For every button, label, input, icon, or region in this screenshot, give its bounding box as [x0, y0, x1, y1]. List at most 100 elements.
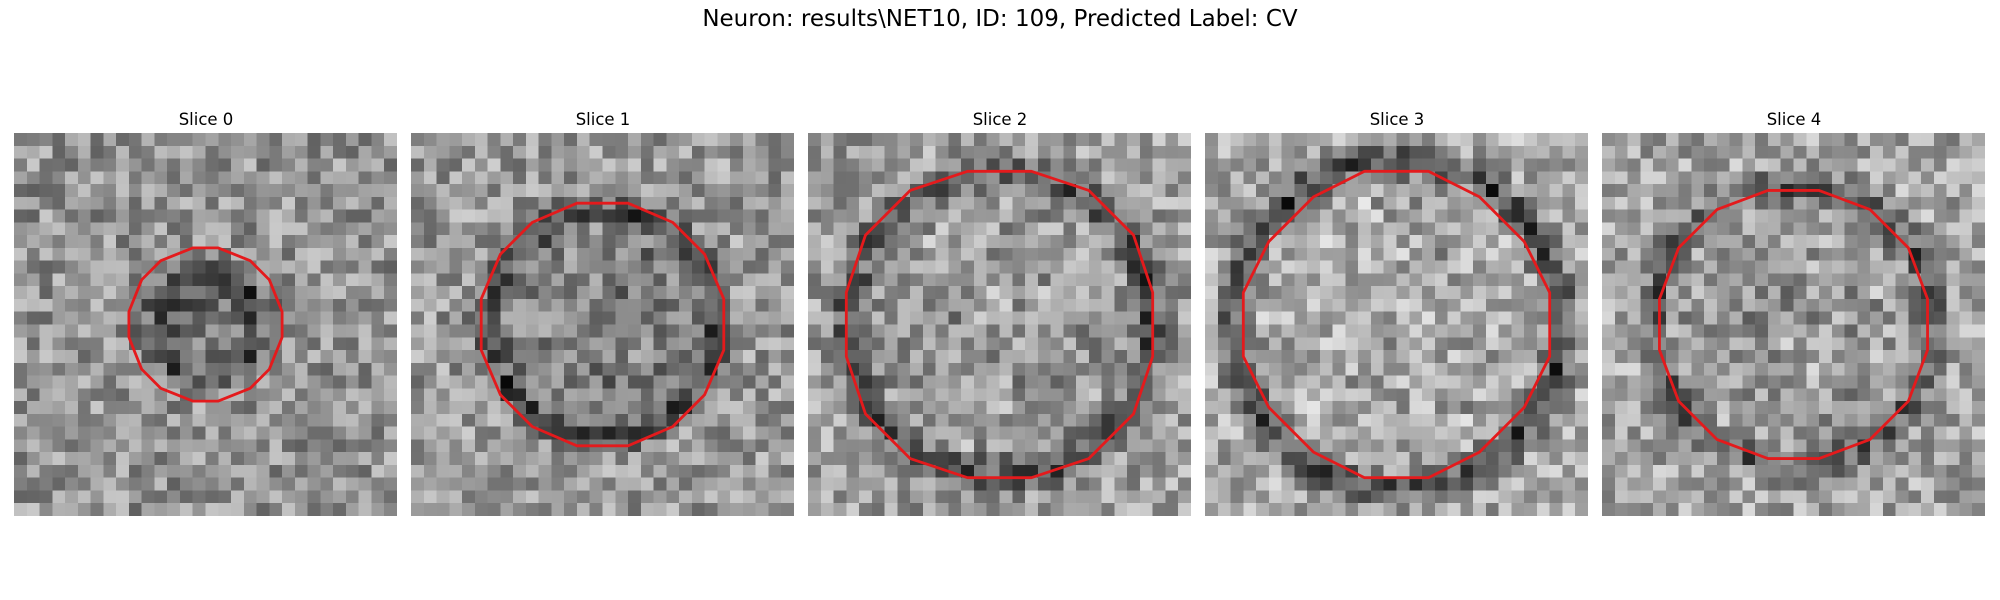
image-pixel	[781, 247, 794, 261]
image-pixel	[231, 298, 245, 312]
image-pixel	[628, 222, 642, 236]
image-pixel	[1959, 452, 1973, 466]
image-pixel	[910, 171, 924, 185]
image-pixel	[1716, 145, 1730, 159]
image-pixel	[179, 337, 193, 351]
image-pixel	[1627, 247, 1641, 261]
image-pixel	[14, 439, 28, 453]
image-pixel	[128, 401, 142, 415]
image-pixel	[243, 247, 257, 261]
image-pixel	[1114, 350, 1128, 364]
image-pixel	[602, 311, 616, 325]
image-pixel	[1319, 375, 1333, 389]
image-pixel	[871, 388, 885, 402]
image-pixel	[1819, 145, 1833, 159]
image-pixel	[717, 273, 731, 287]
image-pixel	[167, 464, 181, 478]
image-pixel	[1536, 222, 1550, 236]
image-pixel	[1959, 235, 1973, 249]
image-pixel	[77, 503, 91, 516]
image-pixel	[1383, 158, 1397, 172]
image-pixel	[1895, 133, 1909, 147]
image-pixel	[1806, 247, 1820, 261]
image-pixel	[1101, 439, 1115, 453]
image-pixel	[564, 413, 578, 427]
image-pixel	[871, 362, 885, 376]
image-pixel	[1447, 477, 1461, 491]
image-pixel	[1422, 209, 1436, 223]
image-pixel	[128, 158, 142, 172]
image-pixel	[358, 196, 372, 210]
image-pixel	[1844, 145, 1858, 159]
image-pixel	[999, 145, 1013, 159]
image-pixel	[1857, 298, 1871, 312]
image-pixel	[1933, 413, 1947, 427]
image-pixel	[1396, 350, 1410, 364]
image-pixel	[1319, 413, 1333, 427]
image-pixel	[333, 401, 347, 415]
image-pixel	[1396, 490, 1410, 504]
image-pixel	[1127, 375, 1141, 389]
image-pixel	[1742, 247, 1756, 261]
image-pixel	[717, 133, 731, 147]
image-pixel	[1536, 439, 1550, 453]
image-pixel	[679, 503, 693, 516]
image-pixel	[423, 222, 437, 236]
image-pixel	[128, 324, 142, 338]
image-pixel	[1908, 464, 1922, 478]
image-pixel	[384, 158, 397, 172]
image-pixel	[1933, 298, 1947, 312]
image-pixel	[1243, 222, 1257, 236]
image-pixel	[1217, 158, 1231, 172]
image-pixel	[1281, 350, 1295, 364]
image-pixel	[922, 337, 936, 351]
image-pixel	[973, 477, 987, 491]
image-pixel	[1819, 273, 1833, 287]
image-pixel	[384, 222, 397, 236]
image-pixel	[294, 247, 308, 261]
image-pixel	[345, 350, 359, 364]
image-pixel	[717, 452, 731, 466]
image-pixel	[243, 388, 257, 402]
image-pixel	[1819, 209, 1833, 223]
image-pixel	[653, 145, 667, 159]
image-pixel	[551, 503, 565, 516]
image-pixel	[1511, 350, 1525, 364]
image-pixel	[1524, 490, 1538, 504]
image-pixel	[1025, 209, 1039, 223]
image-pixel	[1076, 247, 1090, 261]
image-pixel	[192, 222, 206, 236]
image-pixel	[640, 235, 654, 249]
image-pixel	[1012, 464, 1026, 478]
image-pixel	[1653, 375, 1667, 389]
image-pixel	[320, 503, 334, 516]
image-pixel	[1025, 196, 1039, 210]
image-pixel	[1575, 184, 1588, 198]
image-pixel	[1230, 286, 1244, 300]
image-pixel	[742, 439, 756, 453]
image-pixel	[1653, 439, 1667, 453]
image-pixel	[910, 145, 924, 159]
image-pixel	[1627, 426, 1641, 440]
image-pixel	[961, 298, 975, 312]
image-pixel	[513, 362, 527, 376]
image-pixel	[704, 413, 718, 427]
image-pixel	[358, 503, 372, 516]
image-pixel	[1549, 298, 1563, 312]
image-pixel	[973, 171, 987, 185]
image-pixel	[1665, 503, 1679, 516]
image-pixel	[628, 413, 642, 427]
image-pixel	[1332, 273, 1346, 287]
image-pixel	[884, 171, 898, 185]
image-pixel	[1422, 350, 1436, 364]
image-pixel	[1243, 196, 1257, 210]
image-pixel	[691, 350, 705, 364]
image-pixel	[1562, 426, 1576, 440]
image-pixel	[820, 145, 834, 159]
image-pixel	[1447, 362, 1461, 376]
image-pixel	[205, 401, 219, 415]
image-pixel	[52, 145, 66, 159]
image-pixel	[333, 145, 347, 159]
image-pixel	[141, 490, 155, 504]
image-pixel	[808, 171, 822, 185]
